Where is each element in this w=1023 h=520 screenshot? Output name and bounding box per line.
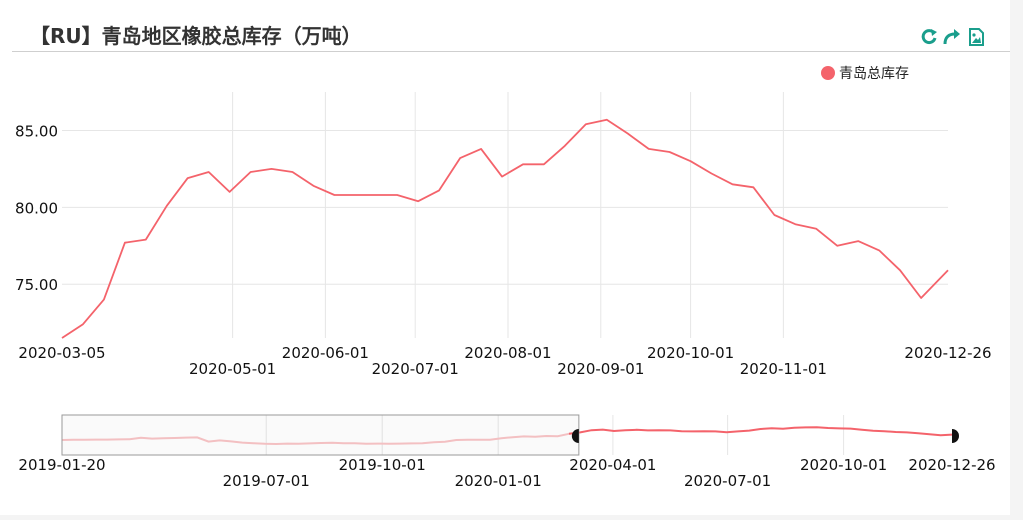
share-icon[interactable] [943,28,961,46]
save-image-icon[interactable] [967,28,985,46]
chart-card: 【RU】青岛地区橡胶总库存（万吨） 75.00 80.00 85.00 2020-03… [0,0,1010,515]
navigator-tick-label: 2020-01-01 [455,472,542,490]
x-tick-label: 2020-05-01 [189,360,276,378]
y-tick-label: 75.00 [15,276,58,294]
x-tick-label: 2020-07-01 [372,360,459,378]
navigator-tick-label: 2019-01-20 [18,456,105,474]
navigator-tick-label: 2019-10-01 [339,456,426,474]
navigator-line-unselected [61,431,581,446]
navigator-left-handle[interactable] [571,429,579,443]
navigator-tick-label: 2019-07-01 [223,472,310,490]
title-divider [12,51,1010,52]
x-tick-label: 2020-03-05 [18,344,105,362]
navigator-unselected-region [61,414,580,456]
navigator-right-handle[interactable] [952,429,959,443]
x-tick-label: 2020-08-01 [464,344,551,362]
x-tick-label: 2020-10-01 [647,344,734,362]
series-line-青岛总库存 [61,118,949,339]
navigator-line-selected [568,426,953,437]
x-tick-label: 2020-12-26 [904,344,991,362]
navigator-tick-label: 2020-04-01 [569,456,656,474]
y-tick-label: 85.00 [15,122,58,140]
navigator-tick-label: 2020-07-01 [684,472,771,490]
legend-label[interactable]: 青岛总库存 [839,66,909,82]
refresh-icon[interactable] [920,28,938,46]
legend-marker[interactable] [821,66,835,80]
x-tick-label: 2020-06-01 [282,344,369,362]
navigator-tick-label: 2020-12-26 [908,456,995,474]
y-tick-label: 80.00 [15,199,58,217]
x-tick-label: 2020-11-01 [740,360,827,378]
navigator-tick-label: 2020-10-01 [800,456,887,474]
x-tick-label: 2020-09-01 [557,360,644,378]
page-title: 【RU】青岛地区橡胶总库存（万吨） [30,24,362,48]
